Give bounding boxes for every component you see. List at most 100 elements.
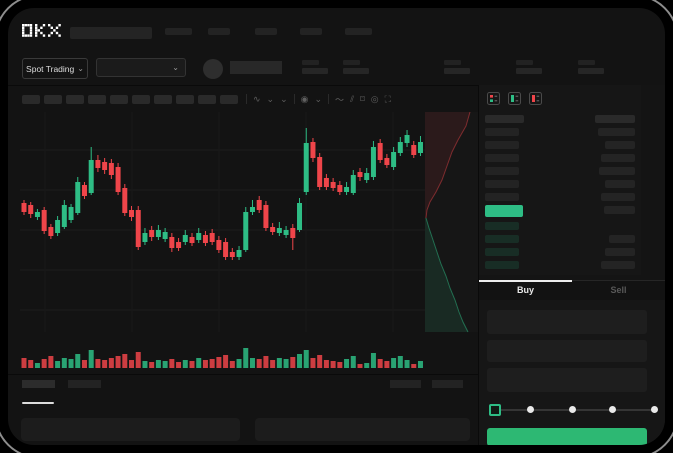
ask-price-placeholder[interactable] [485, 154, 519, 162]
snapshot-icon[interactable]: ⌑ [360, 93, 365, 104]
slider-stop[interactable] [527, 406, 534, 413]
interval-buttons [22, 94, 238, 104]
ask-price-placeholder[interactable] [485, 167, 519, 175]
nav-item[interactable] [165, 28, 192, 35]
orders-action-placeholder[interactable] [390, 380, 421, 388]
ob-view-split-icon[interactable] [487, 92, 500, 105]
interval-button[interactable] [176, 94, 194, 104]
ask-amount-placeholder[interactable] [599, 167, 635, 175]
market-type-selector[interactable]: Spot Trading ⌄ [22, 58, 88, 79]
depth-bids-area [425, 218, 468, 332]
slider-handle[interactable] [489, 404, 501, 416]
nav-search-placeholder[interactable] [70, 27, 152, 39]
amount-slider[interactable] [487, 401, 658, 419]
ob-header-price [485, 115, 524, 123]
chart-section: ∿ ⌄ ⌄ ◉ ⌄ 〜 ⫽ ⌑ ◎ ⛶ [8, 85, 478, 445]
tab-sell[interactable]: Sell [610, 285, 627, 295]
stat-label-placeholder [444, 60, 461, 65]
ask-price-placeholder[interactable] [485, 180, 519, 188]
coin-avatar [203, 59, 223, 79]
indicators-caret-icon[interactable]: ⌄ [314, 93, 323, 104]
ask-price-placeholder[interactable] [485, 193, 519, 201]
pair-selector-dropdown[interactable]: ⌄ [96, 58, 186, 77]
bid-amount-placeholder[interactable] [601, 261, 635, 269]
ob-view-bids-icon[interactable] [508, 92, 521, 105]
stat-value-placeholder [578, 68, 604, 74]
active-tab-underline [22, 402, 54, 404]
nav-item[interactable] [345, 28, 372, 35]
bid-price-placeholder[interactable] [485, 248, 519, 256]
indicators-icon[interactable]: ◉ [300, 93, 309, 104]
last-price-highlight[interactable] [485, 205, 523, 217]
stat-value-placeholder [343, 68, 369, 74]
ask-amount-placeholder[interactable] [601, 193, 635, 201]
toolbar-separator [293, 94, 295, 104]
interval-button[interactable] [22, 94, 40, 104]
interval-button[interactable] [44, 94, 62, 104]
stat-label-placeholder [578, 60, 595, 65]
price-input-placeholder[interactable] [487, 310, 647, 334]
interval-button[interactable] [220, 94, 238, 104]
chart-style-caret-icon[interactable]: ⌄ [266, 93, 275, 104]
slider-stop[interactable] [651, 406, 658, 413]
ask-price-placeholder[interactable] [485, 128, 519, 136]
nav-item[interactable] [300, 28, 322, 35]
active-tab-indicator [479, 280, 572, 282]
stat-value-placeholder [444, 68, 470, 74]
orders-tab-active[interactable] [22, 380, 55, 388]
ask-amount-placeholder[interactable] [601, 154, 635, 162]
chevron-down-icon: ⌄ [172, 62, 179, 72]
orders-table-placeholder [21, 418, 240, 441]
slider-stop[interactable] [569, 406, 576, 413]
ask-amount-placeholder[interactable] [598, 128, 635, 136]
toolbar-separator [328, 94, 330, 104]
bid-amount-placeholder[interactable] [605, 248, 635, 256]
stat-label-placeholder [516, 60, 533, 65]
fullscreen-icon[interactable]: ⛶ [384, 93, 391, 104]
candlestick-chart[interactable] [20, 112, 478, 370]
interval-caret-icon[interactable]: ⌄ [280, 93, 288, 104]
slider-stop[interactable] [609, 406, 616, 413]
top-nav: Spot Trading ⌄ ⌄ [8, 8, 665, 86]
chart-style-icon[interactable]: ∿ [253, 93, 261, 104]
interval-button[interactable] [88, 94, 106, 104]
tab-buy[interactable]: Buy [516, 285, 534, 295]
ask-amount-placeholder[interactable] [605, 141, 635, 149]
buy-submit-button[interactable] [487, 428, 647, 445]
bid-amount-placeholder[interactable] [609, 235, 635, 243]
total-input-placeholder[interactable] [487, 368, 647, 392]
settings-icon[interactable]: ◎ [370, 93, 379, 104]
ask-amount-placeholder[interactable] [604, 206, 635, 214]
ask-price-placeholder[interactable] [485, 141, 519, 149]
okx-logo [22, 24, 61, 37]
draw-tool-icon[interactable]: ⫽ [350, 93, 355, 104]
interval-button[interactable] [154, 94, 172, 104]
chevron-down-icon: ⌄ [77, 63, 84, 73]
interval-button[interactable] [132, 94, 150, 104]
amount-input-placeholder[interactable] [487, 340, 647, 362]
nav-item[interactable] [208, 28, 230, 35]
orders-action-placeholder[interactable] [432, 380, 463, 388]
bid-price-placeholder[interactable] [485, 261, 519, 269]
ob-header-amount [595, 115, 635, 123]
interval-button[interactable] [66, 94, 84, 104]
trade-tabs: Buy Sell [479, 280, 665, 300]
bid-price-placeholder[interactable] [485, 235, 519, 243]
chart-toolbar-icons: ∿ ⌄ ⌄ ◉ ⌄ 〜 ⫽ ⌑ ◎ ⛶ [246, 93, 391, 106]
stat-value-placeholder [302, 68, 328, 74]
stat-label-placeholder [343, 60, 360, 65]
depth-asks-area [425, 112, 470, 218]
last-price-placeholder [230, 61, 282, 74]
market-type-label: Spot Trading [26, 63, 75, 74]
bid-price-placeholder[interactable] [485, 222, 519, 230]
interval-button[interactable] [198, 94, 216, 104]
chart-toolbar: ∿ ⌄ ⌄ ◉ ⌄ 〜 ⫽ ⌑ ◎ ⛶ [22, 90, 391, 108]
line-tool-icon[interactable]: 〜 [335, 94, 345, 105]
nav-item[interactable] [255, 28, 277, 35]
order-book-view-toggles [487, 92, 542, 105]
ask-amount-placeholder[interactable] [605, 180, 635, 188]
interval-button[interactable] [110, 94, 128, 104]
orders-tab-inactive[interactable] [68, 380, 101, 388]
ob-view-asks-icon[interactable] [529, 92, 542, 105]
